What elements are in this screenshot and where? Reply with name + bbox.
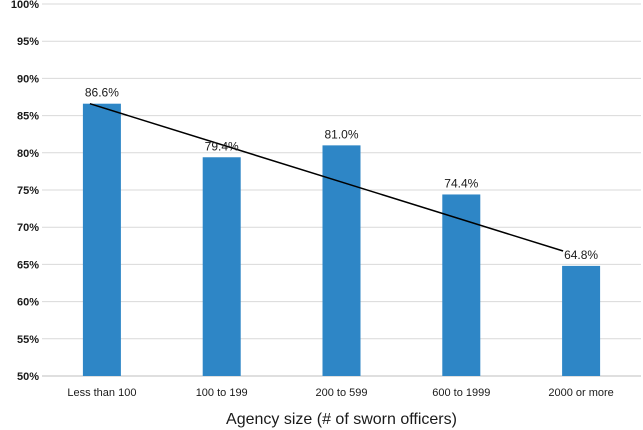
- data-label: 64.8%: [564, 248, 598, 262]
- y-tick-label: 95%: [17, 36, 39, 48]
- y-tick-label: 60%: [17, 297, 39, 309]
- data-label: 86.6%: [85, 86, 119, 100]
- y-tick-label: 55%: [17, 334, 39, 346]
- bar: [322, 145, 361, 376]
- bar: [562, 265, 601, 376]
- y-tick-label: 50%: [17, 371, 39, 383]
- y-tick-label: 90%: [17, 73, 39, 85]
- y-tick-label: 80%: [17, 148, 39, 160]
- bar: [82, 103, 121, 377]
- data-label: 81.0%: [324, 127, 358, 141]
- trendline: [89, 102, 564, 252]
- y-tick-label: 75%: [17, 185, 39, 197]
- linear-trendline: [89, 102, 564, 252]
- y-tick-label: 100%: [11, 0, 39, 11]
- bar: [442, 194, 481, 376]
- y-tick-label: 70%: [17, 222, 39, 234]
- bars: [82, 103, 601, 377]
- x-category-label: 200 to 599: [316, 387, 368, 399]
- x-category-label: 2000 or more: [548, 387, 613, 399]
- y-axis-tick-labels: 50% 55% 60% 65% 70% 75% 80% 85% 90% 95% 100%: [11, 0, 39, 383]
- x-axis-category-labels: Less than 100 100 to 199 200 to 599 600 to …: [67, 387, 613, 399]
- data-labels: 86.6% 79.4% 81.0% 74.4% 64.8%: [85, 86, 599, 262]
- data-label: 79.4%: [205, 139, 239, 153]
- data-label: 74.4%: [444, 176, 478, 190]
- bar: [202, 157, 241, 376]
- y-tick-label: 85%: [17, 111, 39, 123]
- x-category-label: 600 to 1999: [432, 387, 490, 399]
- x-category-label: Less than 100: [67, 387, 136, 399]
- x-category-label: 100 to 199: [196, 387, 248, 399]
- x-axis-title: Agency size (# of sworn officers): [226, 411, 457, 428]
- y-tick-label: 65%: [17, 259, 39, 271]
